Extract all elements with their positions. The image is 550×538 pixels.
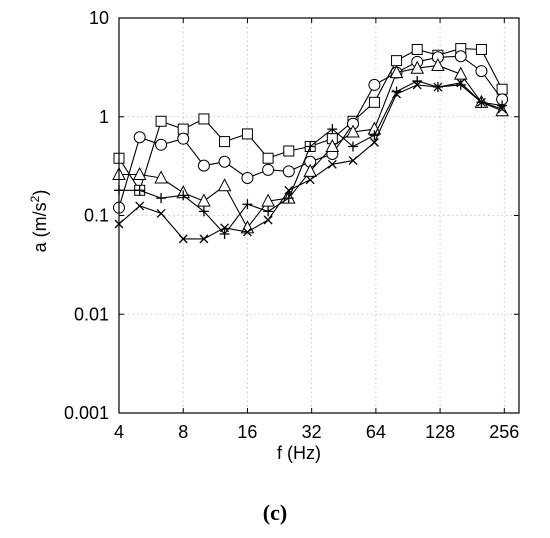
data-point-square [368,96,380,108]
data-point-plus [455,79,466,90]
data-point-circle [218,155,231,168]
data-point-plus [198,206,209,217]
data-point-x [199,234,209,244]
y-tick-label: 1 [99,107,109,127]
y-axis-title-main: a (m/s [30,202,50,252]
data-point-x [156,208,166,218]
data-point-square [411,43,423,55]
data-point-triangle [389,65,404,79]
data-point-x [220,223,230,233]
data-point-circle [368,78,381,91]
data-point-triangle [132,166,147,181]
x-tick-label: 32 [302,422,322,442]
y-tick-label: 10 [89,8,109,28]
data-point-x [392,89,402,99]
data-point-triangle [325,138,340,152]
data-point-plus [178,190,189,201]
data-point-plus [134,185,145,196]
y-tick-label: 0.001 [64,403,109,423]
data-point-circle [133,131,146,144]
data-point-circle [177,132,190,145]
figure-caption: (c) [262,500,288,525]
data-point-x [327,159,337,169]
data-point-circle [155,138,168,151]
data-point-x [456,78,466,88]
data-point-square [475,43,487,55]
data-point-x [476,97,486,107]
data-point-circle [241,171,254,184]
data-point-circle [454,50,467,63]
series-line [118,55,503,208]
data-point-x [348,156,358,166]
ticks: 4 8 16 32 64 128 256 0.001 0.01 0.1 1 10 [64,8,519,442]
y-tick-label: 0.01 [74,304,109,324]
data-point-plus [156,193,167,204]
data-point-triangle [217,178,232,192]
data-point-plus [348,141,358,152]
data-point-x [178,234,188,244]
data-point-plus [305,141,316,152]
series-circle [113,50,509,214]
series-x [114,78,507,244]
x-tick-label: 64 [366,422,386,442]
data-point-square [496,83,508,95]
data-point-plus [242,199,253,210]
data-point-x [433,82,443,92]
x-tick-label: 8 [178,422,188,442]
data-point-triangle [410,60,425,74]
data-point-triangle [453,66,468,80]
series-layer [112,43,509,244]
data-point-plus [263,206,274,217]
x-axis-title: f (Hz) [277,443,321,463]
data-point-square [391,55,403,67]
data-point-triangle [431,57,445,72]
data-point-circle [197,159,210,172]
data-point-x [497,104,507,114]
data-point-triangle [346,124,360,138]
data-point-square [198,113,210,125]
data-point-plus [283,193,294,204]
y-tick-label: 0.1 [84,206,109,226]
data-point-x [284,185,294,195]
data-point-x [263,215,273,225]
data-point-triangle [261,193,275,207]
data-point-circle [262,163,275,176]
data-point-x [242,227,252,237]
y-axis-title-close: ) [30,190,50,196]
x-tick-label: 4 [114,422,124,442]
data-point-x [135,201,145,211]
data-point-square [262,152,274,164]
data-point-circle [475,65,488,78]
data-point-circle [282,165,295,178]
data-point-square [155,115,167,127]
data-point-triangle [197,193,211,207]
data-point-triangle [154,170,168,184]
x-tick-label: 256 [489,422,519,442]
data-point-plus [219,228,230,239]
data-point-x [305,175,315,185]
data-point-square [219,136,231,148]
data-point-square [177,123,189,135]
y-axis-title-exponent: 2 [28,195,42,202]
data-point-square [283,145,295,157]
data-point-square [241,128,253,140]
x-tick-label: 128 [425,422,455,442]
x-tick-label: 16 [237,422,257,442]
data-point-plus [327,124,338,135]
data-point-x [369,137,379,147]
y-axis-title: a (m/s2) [28,190,50,253]
chart: 4 8 16 32 64 128 256 0.001 0.01 0.1 1 10 f (Hz) a (… [28,8,520,463]
data-point-x [412,80,422,90]
data-point-triangle [303,163,318,177]
